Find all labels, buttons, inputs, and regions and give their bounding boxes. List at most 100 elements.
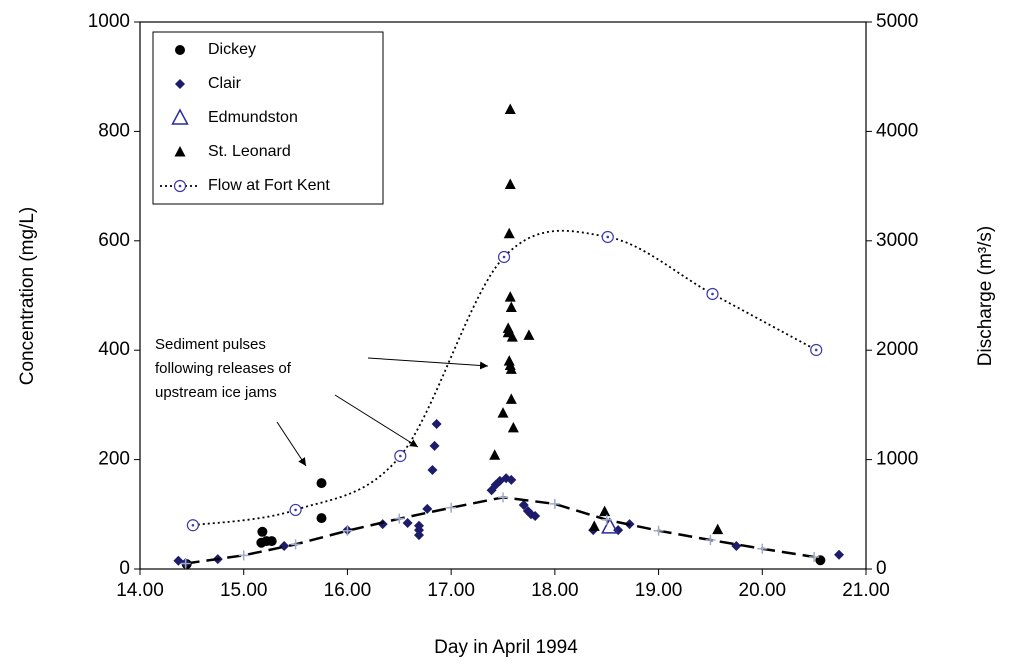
arrow: [334, 394, 419, 448]
point: [809, 551, 820, 562]
point: [706, 287, 719, 301]
point: [549, 498, 560, 509]
x-tick-label: 15.00: [220, 580, 268, 601]
legend-marker: [175, 79, 185, 89]
point: [601, 517, 619, 534]
legend-marker: [174, 146, 186, 157]
point-dot: [711, 292, 714, 296]
point-dot: [606, 235, 610, 239]
x-tick-label: 18.00: [531, 580, 579, 601]
point: [377, 519, 388, 530]
point: [186, 519, 199, 532]
point: [394, 449, 407, 463]
point: [815, 555, 826, 566]
point: [413, 530, 424, 541]
point: [431, 419, 442, 430]
y-tick-label: 400: [98, 339, 130, 360]
point: [504, 291, 516, 302]
y-tick-label: 800: [98, 120, 130, 141]
point: [731, 541, 742, 552]
point: [503, 227, 515, 239]
x-tick-label: 20.00: [739, 580, 787, 601]
legend-label: Clair: [208, 75, 242, 92]
y2-tick-label: 4000: [876, 120, 918, 141]
point: [289, 503, 302, 517]
annotation-line: Sediment pulses: [155, 336, 266, 353]
point: [504, 178, 516, 189]
annotation-line: upstream ice jams: [155, 384, 277, 401]
plot-frame: [139, 21, 867, 570]
y-tick-label: 0: [119, 558, 130, 579]
point-dot: [814, 348, 818, 352]
point: [599, 505, 611, 517]
point: [523, 329, 535, 340]
point: [757, 543, 768, 554]
point: [497, 407, 509, 418]
point: [601, 230, 614, 244]
point: [180, 558, 191, 569]
point-dot: [294, 508, 297, 512]
legend-marker: [173, 179, 187, 193]
legend-label: Dickey: [208, 41, 256, 58]
point: [518, 500, 529, 511]
point: [402, 518, 413, 529]
point: [316, 478, 327, 489]
point: [498, 492, 508, 503]
legend-marker: [171, 108, 189, 125]
point: [506, 331, 518, 342]
point: [588, 520, 600, 531]
x-tick-label: 16.00: [324, 580, 372, 601]
point: [507, 421, 519, 433]
y2-tick-label: 1000: [876, 449, 918, 470]
point: [257, 526, 268, 537]
point: [290, 539, 301, 550]
point: [506, 474, 517, 485]
arrow: [276, 421, 307, 467]
x-axis-label: Day in April 1994: [434, 637, 578, 658]
point: [530, 510, 541, 521]
y2-tick-label: 2000: [876, 339, 918, 360]
x-tick-label: 14.00: [116, 580, 164, 601]
y-axis-label: Concentration (mg/L): [17, 207, 38, 385]
point-dot: [178, 184, 182, 188]
point-dot: [502, 255, 506, 259]
point: [653, 525, 664, 536]
point: [422, 503, 433, 514]
point: [266, 536, 277, 547]
x-tick-label: 19.00: [635, 580, 683, 601]
point-dot: [399, 454, 402, 458]
point: [394, 513, 405, 524]
y-tick-label: 600: [98, 230, 130, 251]
point: [810, 343, 823, 357]
point: [705, 535, 716, 546]
point: [505, 393, 517, 404]
x-tick-label: 17.00: [427, 580, 475, 601]
point: [489, 449, 501, 460]
point: [342, 525, 353, 536]
point: [712, 523, 724, 535]
point: [497, 250, 511, 264]
x-tick-label: 21.00: [842, 580, 890, 601]
point-dot: [191, 523, 195, 527]
annotation: Sediment pulses following releases of upst…: [155, 336, 292, 401]
point: [834, 549, 845, 560]
y2-tick-label: 3000: [876, 230, 918, 251]
point: [505, 363, 517, 374]
y-tick-label: 1000: [88, 11, 130, 32]
legend-label: Flow at Fort Kent: [208, 177, 330, 194]
point: [238, 550, 249, 561]
y2-tick-label: 5000: [876, 11, 918, 32]
arrow: [367, 357, 489, 370]
point: [429, 440, 440, 451]
legend-marker: [175, 45, 185, 55]
legend-label: St. Leonard: [208, 143, 291, 160]
y-tick-label: 200: [98, 449, 130, 470]
point: [446, 502, 457, 513]
y2-tick-label: 0: [876, 558, 887, 579]
point: [279, 541, 290, 552]
point: [504, 103, 516, 115]
point: [601, 514, 612, 525]
annotation-line: following releases of: [155, 360, 292, 377]
point: [505, 301, 517, 313]
